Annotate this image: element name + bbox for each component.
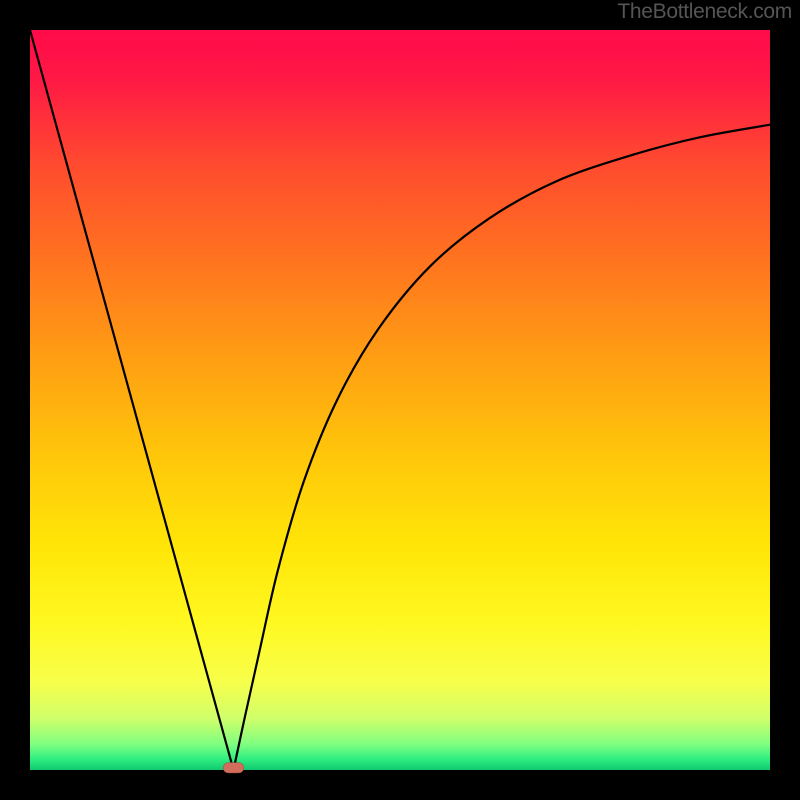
bottleneck-chart [0,0,800,800]
minimum-marker [223,763,244,773]
chart-container: { "watermark": { "text": "TheBottleneck.… [0,0,800,800]
plot-background [30,30,770,770]
watermark-text: TheBottleneck.com [617,0,792,24]
